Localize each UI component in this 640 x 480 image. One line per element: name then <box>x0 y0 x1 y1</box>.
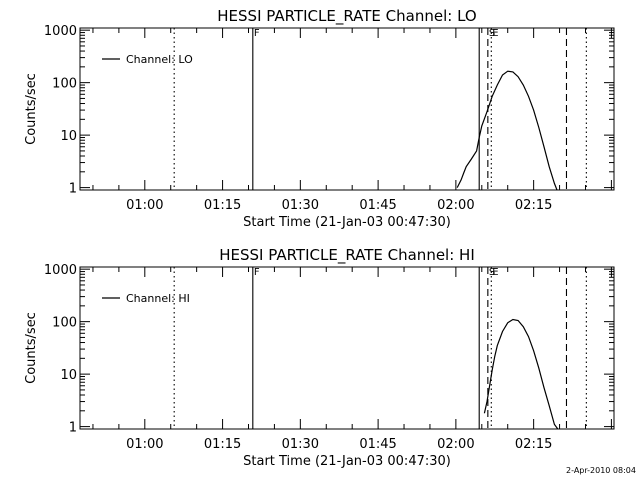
event-marker-label: S <box>489 28 495 39</box>
data-series-line <box>483 318 559 430</box>
plot-frame <box>79 27 615 191</box>
data-series-line <box>456 70 558 191</box>
x-axis-label: Start Time (21-Jan-03 00:47:30) <box>243 215 451 230</box>
event-marker-label: E <box>492 28 498 39</box>
x-axis-label: Start Time (21-Jan-03 00:47:30) <box>243 454 451 469</box>
x-tick-label: 01:45 <box>359 437 396 452</box>
legend-label: Channel: HI <box>126 292 190 305</box>
chart-title: HESSI PARTICLE_RATE Channel: LO <box>217 7 476 26</box>
x-tick-label: 01:00 <box>126 198 163 213</box>
y-tick-label: 1 <box>69 421 77 436</box>
timestamp-label: 2-Apr-2010 08:04 <box>566 466 636 475</box>
x-tick-label: 01:00 <box>126 437 163 452</box>
y-tick-label: 100 <box>52 316 77 331</box>
y-axis-label: Counts/sec <box>24 312 39 384</box>
y-axis-label: Counts/sec <box>24 73 39 145</box>
x-tick-label: 02:00 <box>437 437 474 452</box>
x-tick-label: 01:45 <box>359 198 396 213</box>
x-tick-label: 02:15 <box>515 437 552 452</box>
event-marker-label: S <box>489 267 495 278</box>
chart-panel-1 <box>79 266 615 430</box>
x-tick-label: 02:15 <box>515 198 552 213</box>
y-tick-label: 10 <box>60 129 77 144</box>
event-marker-label: F <box>254 267 260 278</box>
y-tick-label: 1 <box>69 182 77 197</box>
chart-title: HESSI PARTICLE_RATE Channel: HI <box>219 246 475 265</box>
legend-label: Channel: LO <box>126 53 193 66</box>
x-tick-label: 01:30 <box>282 198 319 213</box>
event-marker-label: F <box>254 28 260 39</box>
x-tick-label: 02:00 <box>437 198 474 213</box>
y-tick-label: 1000 <box>44 24 77 39</box>
chart-panel-0 <box>79 27 615 191</box>
x-tick-label: 01:30 <box>282 437 319 452</box>
x-tick-label: 01:15 <box>204 437 241 452</box>
y-tick-label: 100 <box>52 77 77 92</box>
x-tick-label: 01:15 <box>204 198 241 213</box>
event-marker-label: E <box>492 267 498 278</box>
y-tick-label: 10 <box>60 368 77 383</box>
y-tick-label: 1000 <box>44 263 77 278</box>
plot-frame <box>79 266 615 430</box>
